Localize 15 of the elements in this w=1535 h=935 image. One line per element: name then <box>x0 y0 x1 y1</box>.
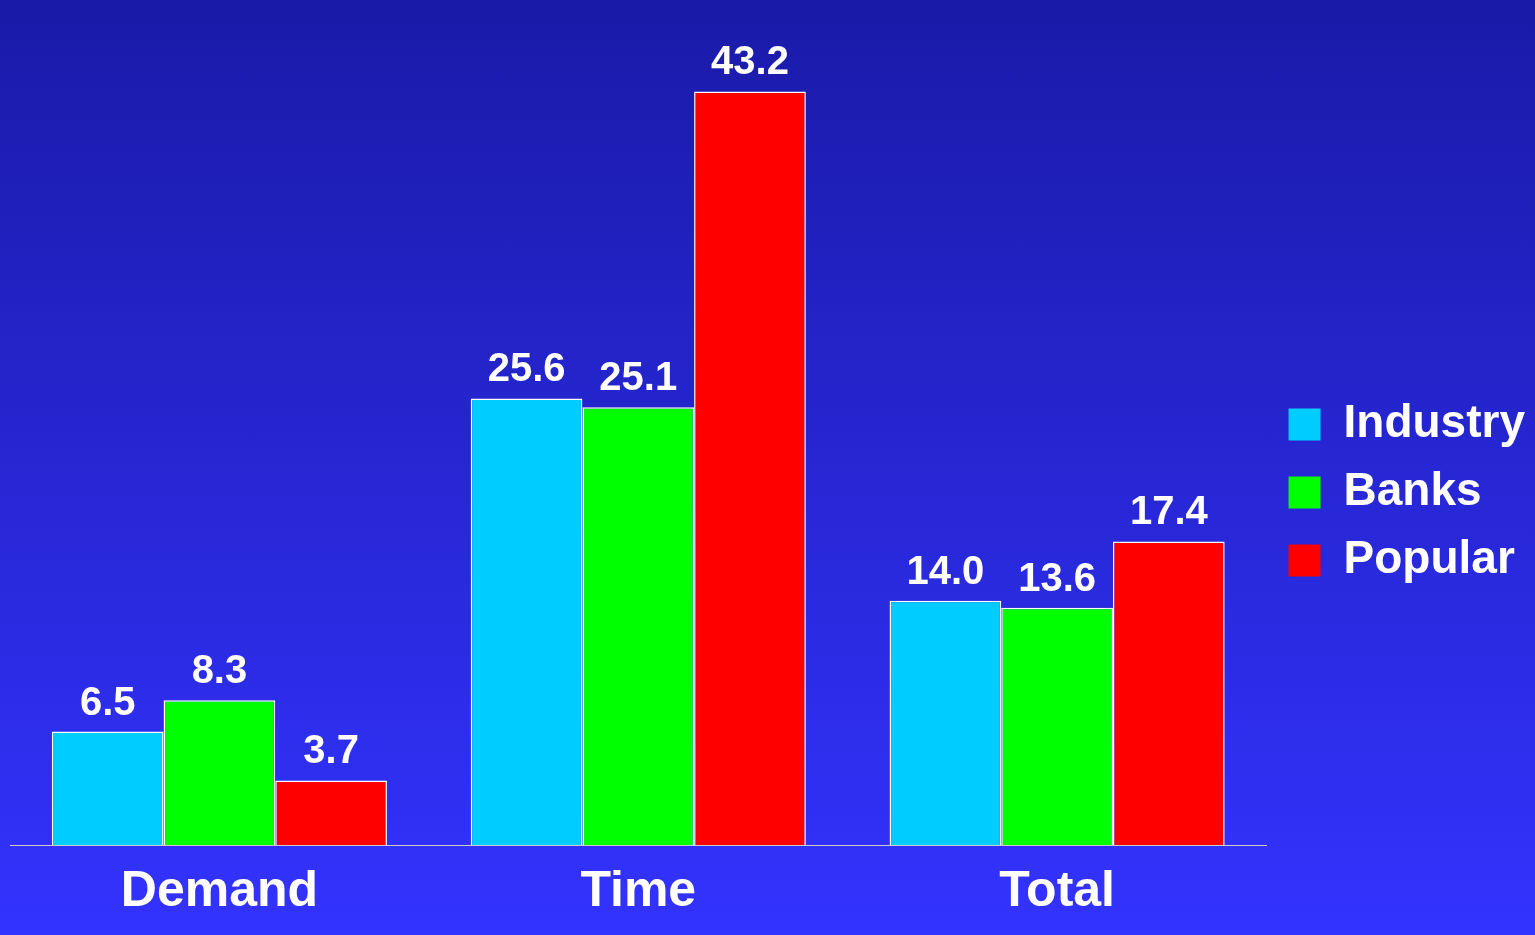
legend-label: Popular <box>1343 531 1515 584</box>
legend-label: Banks <box>1343 463 1482 516</box>
data-label: 43.2 <box>711 38 789 83</box>
data-label: 6.5 <box>79 678 136 723</box>
data-label: 8.3 <box>191 647 248 692</box>
x-tick-label: Demand <box>120 860 319 917</box>
data-label: 14.0 <box>906 547 985 592</box>
x-tick-label: Time <box>580 860 697 917</box>
legend-label: Industry <box>1343 395 1526 448</box>
data-label: 17.4 <box>1129 488 1209 533</box>
x-tick-label: Total <box>999 860 1115 917</box>
data-label: 25.6 <box>487 345 566 390</box>
data-label: 3.7 <box>303 727 359 772</box>
data-label: 13.6 <box>1018 554 1097 599</box>
data-label: 25.1 <box>599 354 678 399</box>
